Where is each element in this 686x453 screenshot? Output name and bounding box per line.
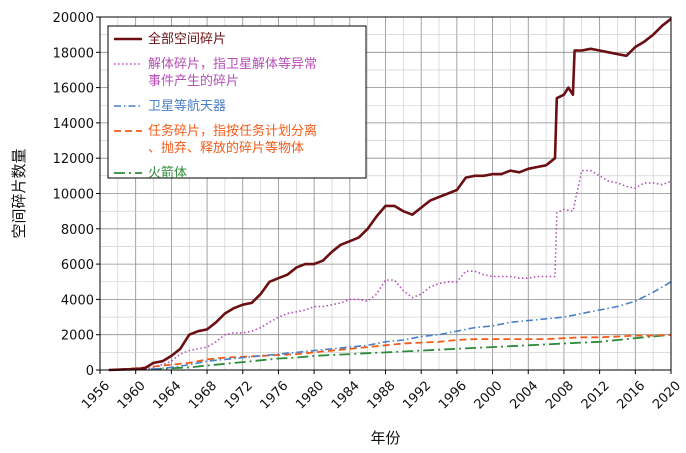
series-line-2 (108, 281, 672, 371)
series-line-3 (108, 333, 672, 371)
y-tick-label: 18000 (53, 46, 94, 61)
x-axis-title: 年份 (370, 429, 400, 447)
series-line-1 (108, 169, 672, 371)
legend-label-0: 全部空间碎片 (148, 31, 226, 47)
legend: 全部空间碎片解体碎片，指卫星解体等异常事件产生的碎片卫星等航天器任务碎片，指按任… (107, 25, 367, 181)
legend-label-1: 解体碎片，指卫星解体等异常事件产生的碎片 (148, 56, 317, 89)
y-tick-label: 2000 (61, 329, 94, 344)
series-line-0 (108, 17, 672, 372)
y-tick-label: 10000 (53, 188, 94, 203)
series-layer (108, 17, 672, 372)
legend-label-3: 任务碎片，指按任务计划分离、抛弃、释放的碎片等物体 (148, 123, 317, 156)
legend-label-4: 火箭体 (148, 165, 187, 181)
y-tick-label: 0 (86, 364, 94, 379)
y-axis-title: 空间碎片数量 (10, 148, 28, 238)
legend-label-2: 卫星等航天器 (148, 98, 226, 114)
legend-box (107, 25, 367, 179)
y-tick-labels: 0 2000 4000 6000 8000 10000 12000 14000 16000 180… (53, 11, 100, 379)
y-tick-label: 20000 (53, 11, 94, 26)
series-line-4 (108, 333, 672, 371)
y-tick-label: 6000 (61, 258, 94, 273)
y-tick-label: 14000 (53, 117, 94, 132)
y-tick-label: 16000 (53, 82, 94, 97)
y-tick-label: 12000 (53, 152, 94, 167)
y-tick-label: 8000 (61, 223, 94, 238)
y-tick-label: 4000 (61, 293, 94, 308)
